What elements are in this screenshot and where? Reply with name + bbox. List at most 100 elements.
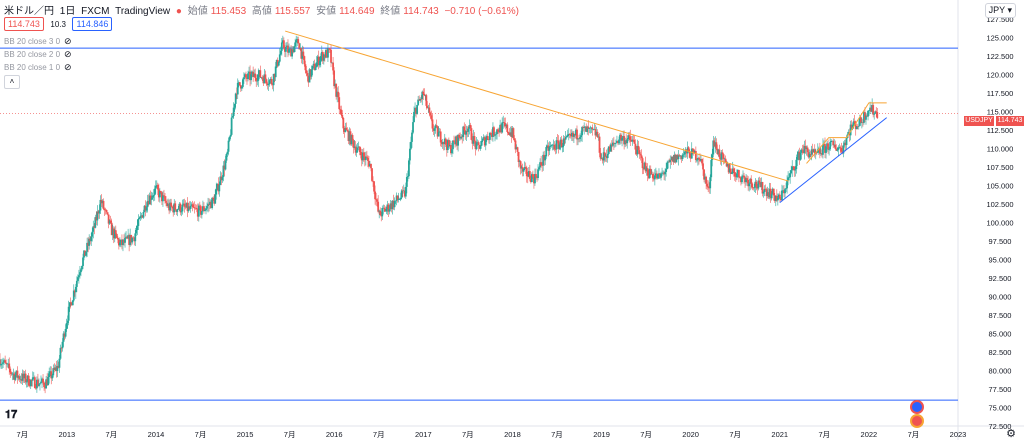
candle-body — [24, 373, 27, 383]
candle-body — [417, 99, 420, 105]
candle-body — [175, 209, 178, 212]
x-tick-label: 2021 — [771, 430, 788, 439]
candle-body — [478, 144, 481, 149]
candle-body — [295, 40, 298, 43]
candle-body — [214, 194, 217, 204]
candle-body — [515, 147, 518, 150]
y-tick-label: 107.500 — [986, 163, 1013, 172]
candle-body — [610, 144, 613, 146]
candle-body — [84, 250, 86, 256]
eye-hidden-icon[interactable]: ⊘ — [64, 62, 72, 72]
candle-body — [8, 363, 11, 369]
close-value: 114.743 — [403, 6, 439, 17]
candle-body — [534, 174, 536, 184]
candle-body — [640, 155, 643, 159]
candle-body — [263, 74, 266, 84]
candle-body — [604, 155, 607, 157]
candle-body — [842, 145, 845, 154]
open-value: 115.453 — [210, 6, 247, 17]
candle-body — [254, 73, 257, 79]
candle-body — [581, 127, 584, 136]
y-tick-label: 125.000 — [986, 34, 1013, 43]
settings-gear-icon[interactable]: ⚙ — [1006, 428, 1016, 440]
eye-hidden-icon[interactable]: ⊘ — [64, 36, 72, 46]
us-flag-event-icon[interactable] — [910, 400, 924, 414]
candle-body — [775, 195, 778, 201]
candle-body — [569, 135, 572, 137]
candle-body — [144, 205, 147, 211]
candle-body — [33, 377, 36, 389]
eye-hidden-icon[interactable]: ⊘ — [64, 49, 72, 59]
candle-body — [307, 75, 310, 83]
candle-body — [234, 93, 237, 104]
candle-body — [131, 237, 134, 243]
candle-body — [290, 48, 292, 57]
candle-body — [516, 147, 519, 152]
candle-body — [192, 207, 195, 208]
candle-body — [742, 175, 744, 177]
candle-body — [202, 206, 204, 212]
candle-body — [402, 190, 405, 192]
candle-body — [140, 215, 143, 217]
candle-body — [67, 306, 70, 321]
candle-body — [123, 239, 125, 243]
jp-flag-event-icon[interactable] — [910, 414, 924, 428]
candle-body — [388, 209, 391, 212]
candle-body — [481, 138, 484, 141]
candle-body — [554, 149, 557, 150]
candle-body — [626, 139, 629, 144]
candle-body — [205, 208, 207, 210]
indicator-bb-3[interactable]: BB 20 close 3 0 ⊘ — [4, 36, 72, 47]
indicator-bb-2[interactable]: BB 20 close 2 0 ⊘ — [4, 49, 72, 60]
candle-body — [724, 158, 727, 163]
buy-price-box[interactable]: 114.846 — [72, 17, 113, 31]
candle-body — [323, 54, 326, 58]
candle-body — [301, 51, 304, 59]
candle-body — [521, 167, 524, 172]
candle-body — [17, 376, 20, 378]
candle-body — [96, 211, 99, 221]
sell-price-box[interactable]: 114.743 — [4, 17, 44, 31]
candle-body — [436, 126, 439, 137]
candle-body — [39, 383, 41, 385]
candle-body — [658, 173, 660, 175]
candle-body — [397, 199, 400, 200]
candle-body — [850, 124, 853, 128]
symbol-name[interactable]: 米ドル／円 — [4, 6, 54, 17]
candle-body — [510, 132, 513, 137]
candle-body — [671, 156, 674, 160]
candle-body — [189, 205, 192, 209]
spread-value: 10.3 — [50, 20, 66, 29]
candle-body — [825, 146, 827, 153]
candle-body — [796, 157, 799, 160]
candle-body — [730, 173, 733, 174]
candle-body — [824, 144, 826, 153]
candle-body — [223, 165, 226, 170]
candle-body — [240, 86, 243, 89]
candle-body — [184, 206, 187, 208]
candle-body — [66, 320, 69, 324]
candle-body — [374, 191, 376, 200]
candle-body — [544, 156, 547, 161]
candle-body — [361, 152, 364, 161]
collapse-indicators-button[interactable]: ˄ — [4, 75, 20, 89]
tradingview-logo-icon[interactable]: 𝟏𝟕 — [5, 409, 18, 421]
candle-body — [207, 203, 209, 207]
candle-body — [632, 139, 635, 141]
candle-body — [294, 42, 297, 47]
x-tick-label: 7月 — [640, 430, 652, 439]
currency-button[interactable]: JPY ▾ — [984, 3, 1016, 18]
candle-body — [87, 242, 90, 246]
candle-body — [611, 142, 614, 146]
candle-body — [317, 56, 320, 66]
indicator-bb-1[interactable]: BB 20 close 1 0 ⊘ — [4, 62, 72, 73]
candle-body — [103, 208, 106, 210]
candle-body — [512, 128, 515, 139]
interval-label[interactable]: 1日 — [59, 6, 76, 17]
candle-body — [56, 365, 59, 372]
candle-body — [523, 167, 526, 169]
candle-body — [274, 66, 277, 78]
x-tick-label: 7月 — [729, 430, 741, 439]
candle-body — [578, 138, 580, 139]
